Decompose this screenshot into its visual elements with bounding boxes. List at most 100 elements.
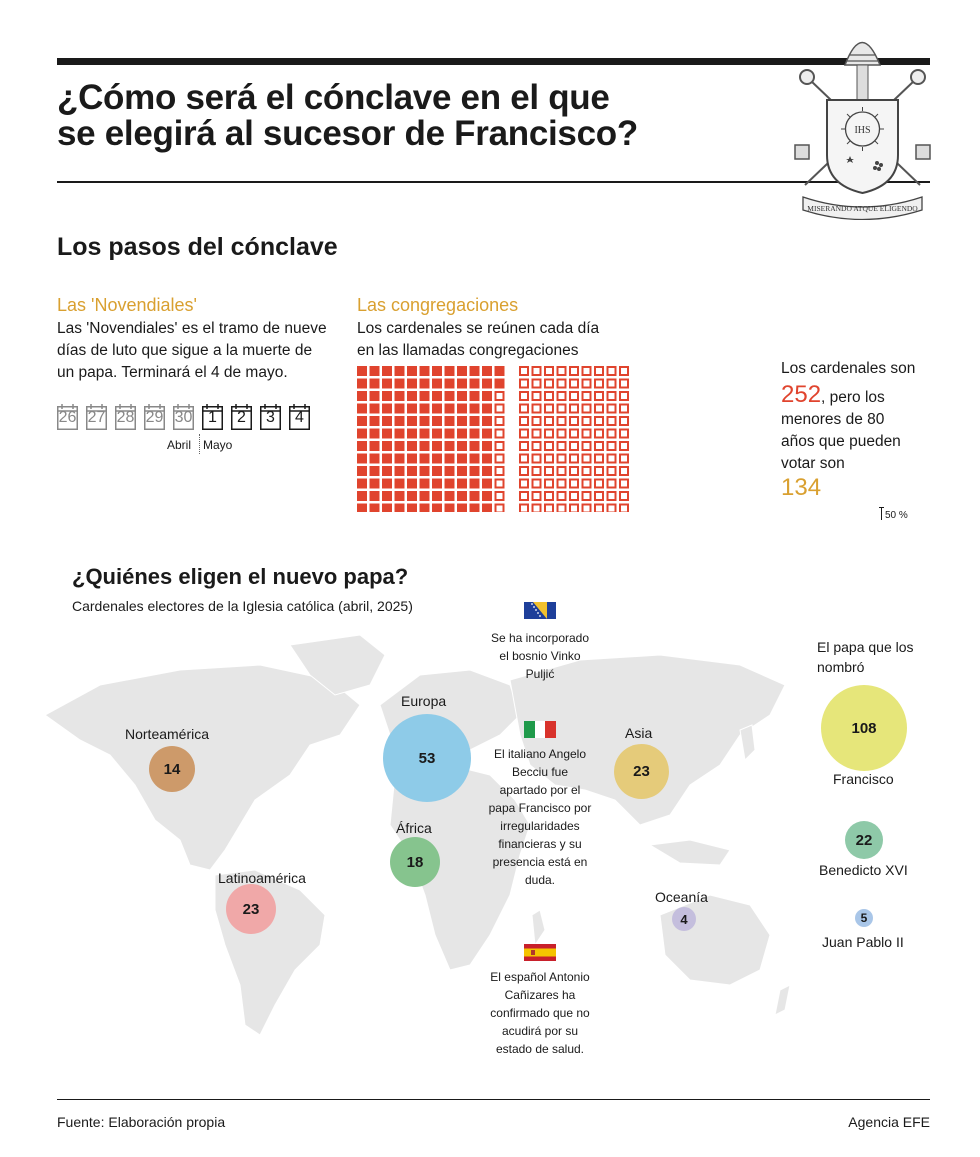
elector-cardinal-square — [369, 503, 380, 512]
note-line: el bosnio Vinko — [499, 649, 581, 663]
non-elector-cardinal-square — [556, 416, 567, 426]
non-elector-cardinal-square — [531, 503, 542, 512]
non-elector-cardinal-square — [619, 453, 629, 464]
non-elector-cardinal-square — [494, 466, 505, 476]
title-line-1: ¿Cómo será el cónclave en el que — [57, 78, 610, 117]
note-spain: El español Antonio Cañizares ha confirma… — [480, 968, 600, 1058]
non-elector-cardinal-square — [544, 378, 554, 389]
non-elector-cardinal-square — [594, 403, 604, 414]
region-label-norteamerica: Norteamérica — [125, 726, 210, 742]
non-elector-cardinal-square — [494, 503, 505, 512]
elector-cardinal-square — [369, 453, 380, 464]
elector-cardinal-square — [419, 378, 430, 389]
elector-cardinal-square — [419, 441, 430, 451]
elector-cardinal-square — [419, 478, 430, 489]
top-rule — [57, 58, 930, 65]
elector-cardinal-square — [407, 378, 417, 389]
non-elector-cardinal-square — [531, 453, 542, 464]
elector-cardinal-square — [482, 391, 492, 401]
elector-cardinal-square — [469, 453, 480, 464]
elector-cardinal-square — [407, 503, 417, 512]
elector-cardinal-square — [394, 491, 405, 501]
novendiales-line-3: un papa. Terminará el 4 de mayo. — [57, 364, 288, 381]
elector-cardinal-square — [482, 403, 492, 414]
note-line: presencia está en — [492, 855, 588, 869]
non-elector-cardinal-square — [594, 491, 604, 501]
elector-cardinal-square — [369, 378, 380, 389]
non-elector-cardinal-square — [531, 416, 542, 426]
non-elector-cardinal-square — [581, 466, 592, 476]
note-line: estado de salud. — [495, 1042, 585, 1056]
footer-agency: Agencia EFE — [848, 1114, 930, 1130]
elector-cardinal-square — [469, 391, 480, 401]
non-elector-cardinal-square — [581, 366, 592, 376]
note-line: irregularidades — [500, 819, 580, 833]
elector-cardinal-square — [394, 478, 405, 489]
non-elector-cardinal-square — [569, 478, 579, 489]
elector-cardinal-square — [407, 366, 417, 376]
elector-cardinal-square — [432, 441, 442, 451]
elector-cardinal-square — [482, 428, 492, 439]
bubble-benedicto: 22 — [845, 821, 883, 859]
elector-cardinal-square — [394, 503, 405, 512]
pope-label-juan-pablo: Juan Pablo II — [822, 934, 904, 950]
non-elector-cardinal-square — [619, 378, 629, 389]
non-elector-cardinal-square — [569, 416, 579, 426]
bubble-africa: 18 — [390, 837, 440, 887]
note-bosnia: Se ha incorporado el bosnio Vinko Puljić — [480, 629, 600, 683]
non-elector-cardinal-square — [556, 478, 567, 489]
elector-cardinal-square — [457, 503, 467, 512]
elector-cardinal-square — [482, 478, 492, 489]
elector-cardinal-square — [444, 503, 455, 512]
non-elector-cardinal-square — [581, 441, 592, 451]
non-elector-cardinal-square — [494, 478, 505, 489]
non-elector-cardinal-square — [581, 428, 592, 439]
elector-cardinal-square — [444, 391, 455, 401]
non-elector-cardinal-square — [531, 478, 542, 489]
non-elector-cardinal-square — [569, 453, 579, 464]
non-elector-cardinal-square — [581, 403, 592, 414]
bubble-juan-pablo: 5 — [855, 909, 873, 927]
note-line: Puljić — [525, 667, 555, 681]
elector-cardinal-square — [357, 503, 367, 512]
elector-cardinal-square — [382, 453, 392, 464]
popes-heading-line-2: nombró — [817, 659, 865, 675]
elector-cardinal-square — [432, 403, 442, 414]
elector-cardinal-square — [394, 378, 405, 389]
non-elector-cardinal-square — [531, 491, 542, 501]
non-elector-cardinal-square — [619, 478, 629, 489]
calendar-day-icon: 27 — [86, 404, 107, 430]
elector-cardinal-square — [469, 416, 480, 426]
elector-cardinal-square — [482, 503, 492, 512]
note-line: papa Francisco por — [488, 801, 592, 815]
footer-rule — [57, 1099, 930, 1100]
non-elector-cardinal-square — [581, 416, 592, 426]
elector-cardinal-square — [469, 478, 480, 489]
non-elector-cardinal-square — [544, 441, 554, 451]
non-elector-cardinal-square — [619, 391, 629, 401]
novendiales-line-2: días de luto que sigue a la muerte de — [57, 342, 313, 359]
elector-cardinal-square — [357, 366, 367, 376]
elector-cardinal-square — [444, 378, 455, 389]
congregaciones-text: Los cardenales se reúnen cada día en las… — [357, 318, 657, 362]
non-elector-cardinal-square — [594, 416, 604, 426]
elector-cardinal-square — [457, 466, 467, 476]
elector-cardinal-square — [469, 428, 480, 439]
elector-cardinal-square — [469, 378, 480, 389]
elector-cardinal-square — [394, 391, 405, 401]
elector-cardinal-square — [457, 428, 467, 439]
non-elector-cardinal-square — [519, 478, 529, 489]
non-elector-cardinal-square — [531, 366, 542, 376]
steps-heading: Los pasos del cónclave — [57, 233, 338, 261]
bubble-value: 18 — [406, 853, 424, 871]
non-elector-cardinal-square — [519, 453, 529, 464]
calendar-day-icon: 4 — [289, 404, 310, 430]
elector-cardinal-square — [419, 391, 430, 401]
non-elector-cardinal-square — [606, 491, 617, 501]
elector-cardinal-square — [394, 428, 405, 439]
non-elector-cardinal-square — [544, 478, 554, 489]
elector-cardinal-square — [432, 416, 442, 426]
elector-cardinal-square — [482, 466, 492, 476]
bubble-value: 22 — [855, 831, 873, 849]
non-elector-cardinal-square — [569, 378, 579, 389]
